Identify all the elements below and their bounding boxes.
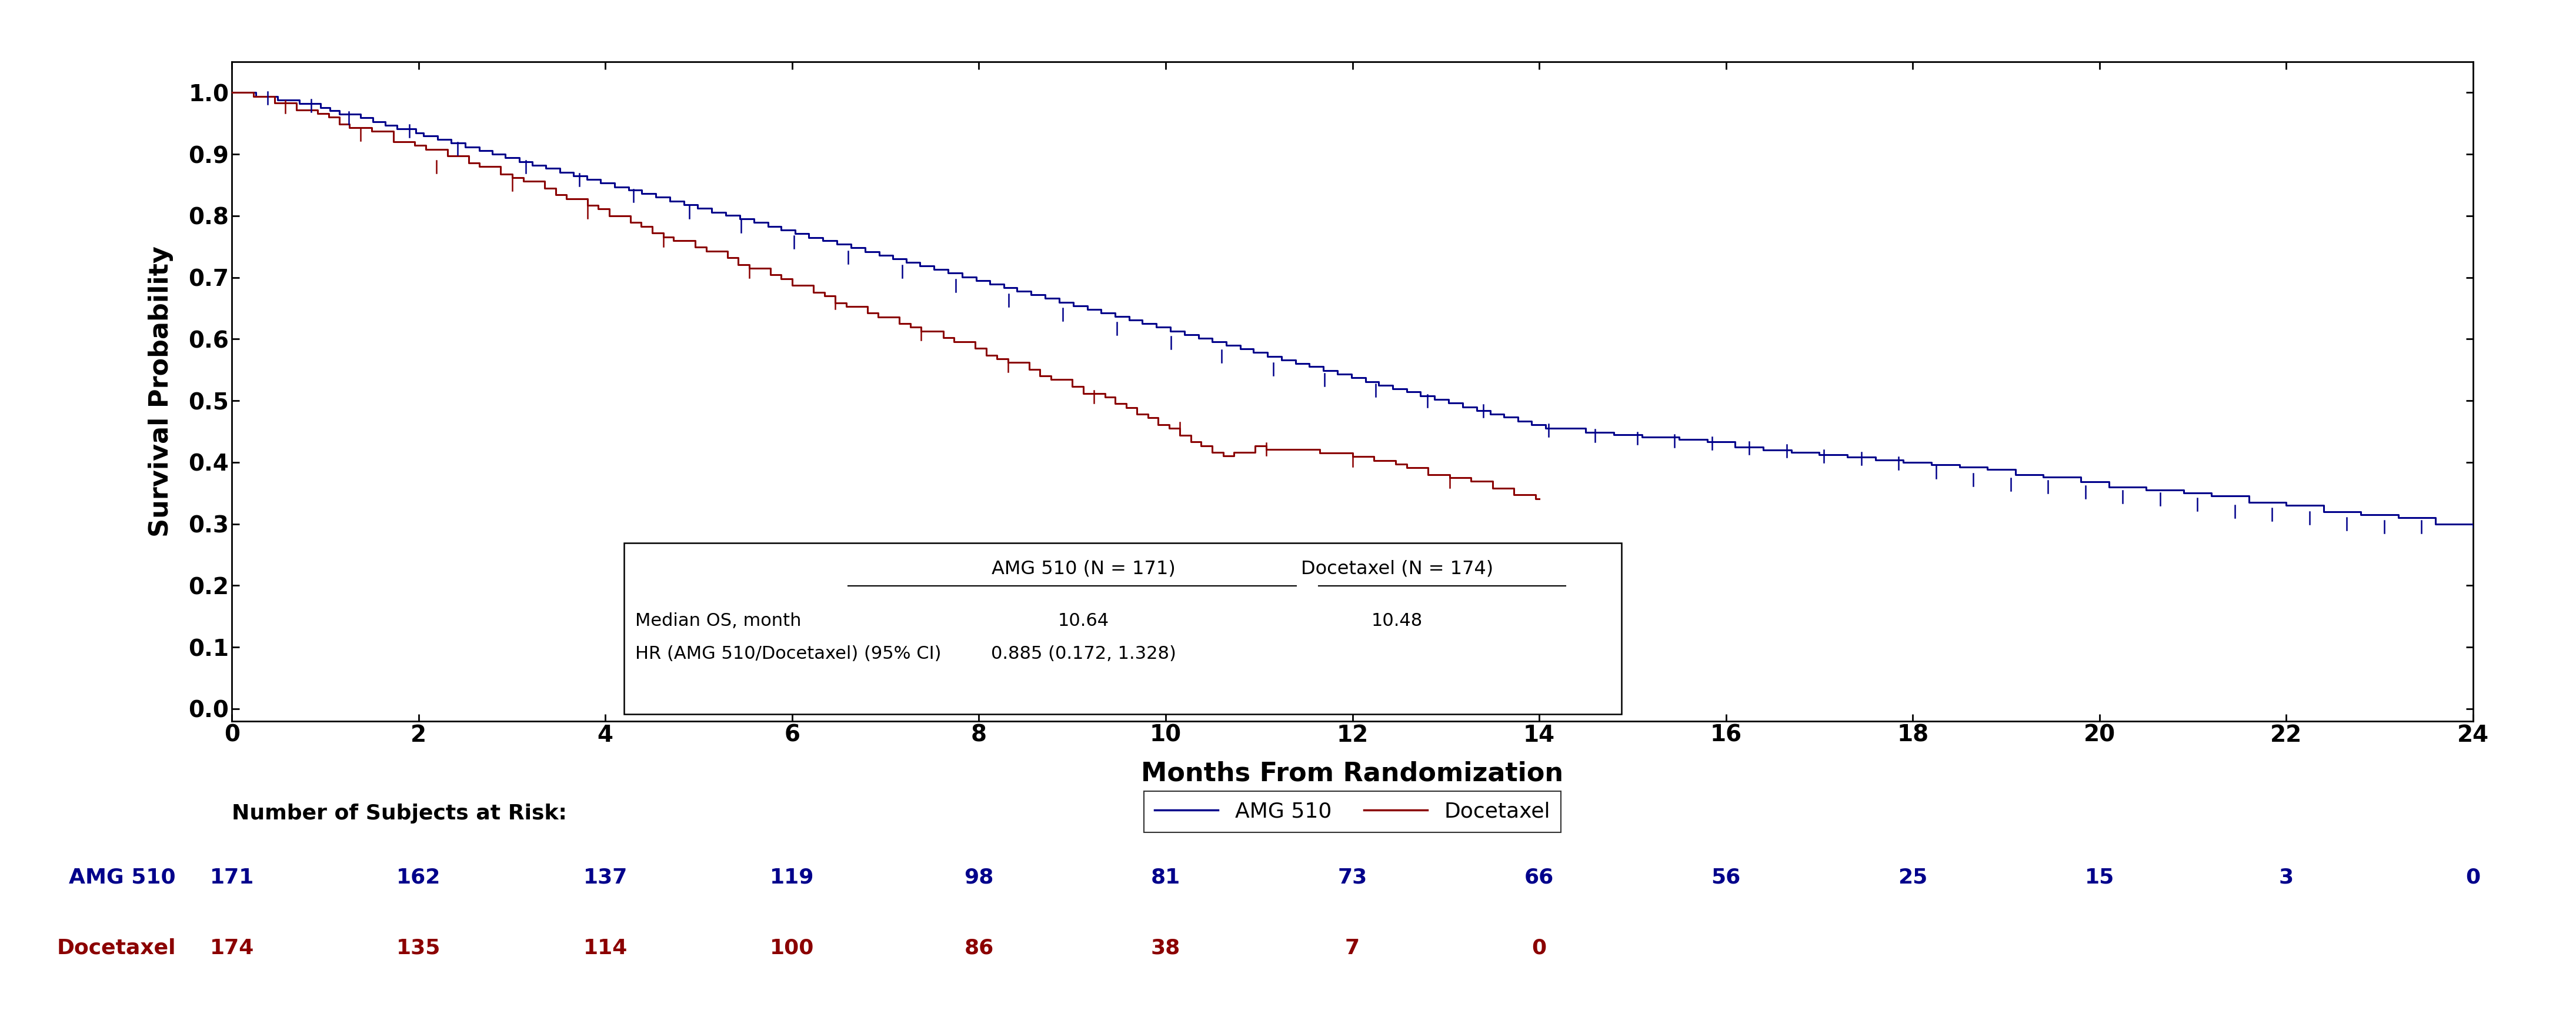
Text: 7: 7 bbox=[1345, 938, 1360, 958]
Text: 86: 86 bbox=[963, 938, 994, 958]
Text: Number of Subjects at Risk:: Number of Subjects at Risk: bbox=[232, 803, 567, 823]
Text: 137: 137 bbox=[582, 867, 629, 888]
Text: 3: 3 bbox=[2280, 867, 2293, 888]
Text: 171: 171 bbox=[209, 867, 255, 888]
Text: Median OS, month: Median OS, month bbox=[636, 612, 801, 629]
Text: 119: 119 bbox=[770, 867, 814, 888]
Text: 98: 98 bbox=[963, 867, 994, 888]
Y-axis label: Survival Probability: Survival Probability bbox=[149, 246, 173, 537]
Text: 25: 25 bbox=[1899, 867, 1927, 888]
Legend: AMG 510, Docetaxel: AMG 510, Docetaxel bbox=[1144, 791, 1561, 832]
Text: Docetaxel (N = 174): Docetaxel (N = 174) bbox=[1301, 559, 1494, 578]
Text: 10.48: 10.48 bbox=[1370, 612, 1422, 629]
Text: 0: 0 bbox=[2465, 867, 2481, 888]
Text: HR (AMG 510/Docetaxel) (95% CI): HR (AMG 510/Docetaxel) (95% CI) bbox=[636, 645, 940, 662]
Text: AMG 510 (N = 171): AMG 510 (N = 171) bbox=[992, 559, 1175, 578]
Text: 10.64: 10.64 bbox=[1059, 612, 1110, 629]
Text: 135: 135 bbox=[397, 938, 440, 958]
X-axis label: Months From Randomization: Months From Randomization bbox=[1141, 761, 1564, 786]
Text: 162: 162 bbox=[397, 867, 440, 888]
Text: 38: 38 bbox=[1151, 938, 1180, 958]
Text: 15: 15 bbox=[2084, 867, 2115, 888]
Text: 73: 73 bbox=[1337, 867, 1368, 888]
Text: 56: 56 bbox=[1710, 867, 1741, 888]
Text: 174: 174 bbox=[209, 938, 255, 958]
Text: 100: 100 bbox=[770, 938, 814, 958]
Text: 81: 81 bbox=[1151, 867, 1180, 888]
Text: 0.885 (0.172, 1.328): 0.885 (0.172, 1.328) bbox=[992, 645, 1177, 662]
Bar bbox=[623, 543, 1620, 715]
Text: 114: 114 bbox=[582, 938, 629, 958]
Text: 66: 66 bbox=[1525, 867, 1553, 888]
Text: 0: 0 bbox=[1533, 938, 1546, 958]
Text: Docetaxel: Docetaxel bbox=[57, 938, 175, 958]
Text: AMG 510: AMG 510 bbox=[70, 867, 175, 888]
